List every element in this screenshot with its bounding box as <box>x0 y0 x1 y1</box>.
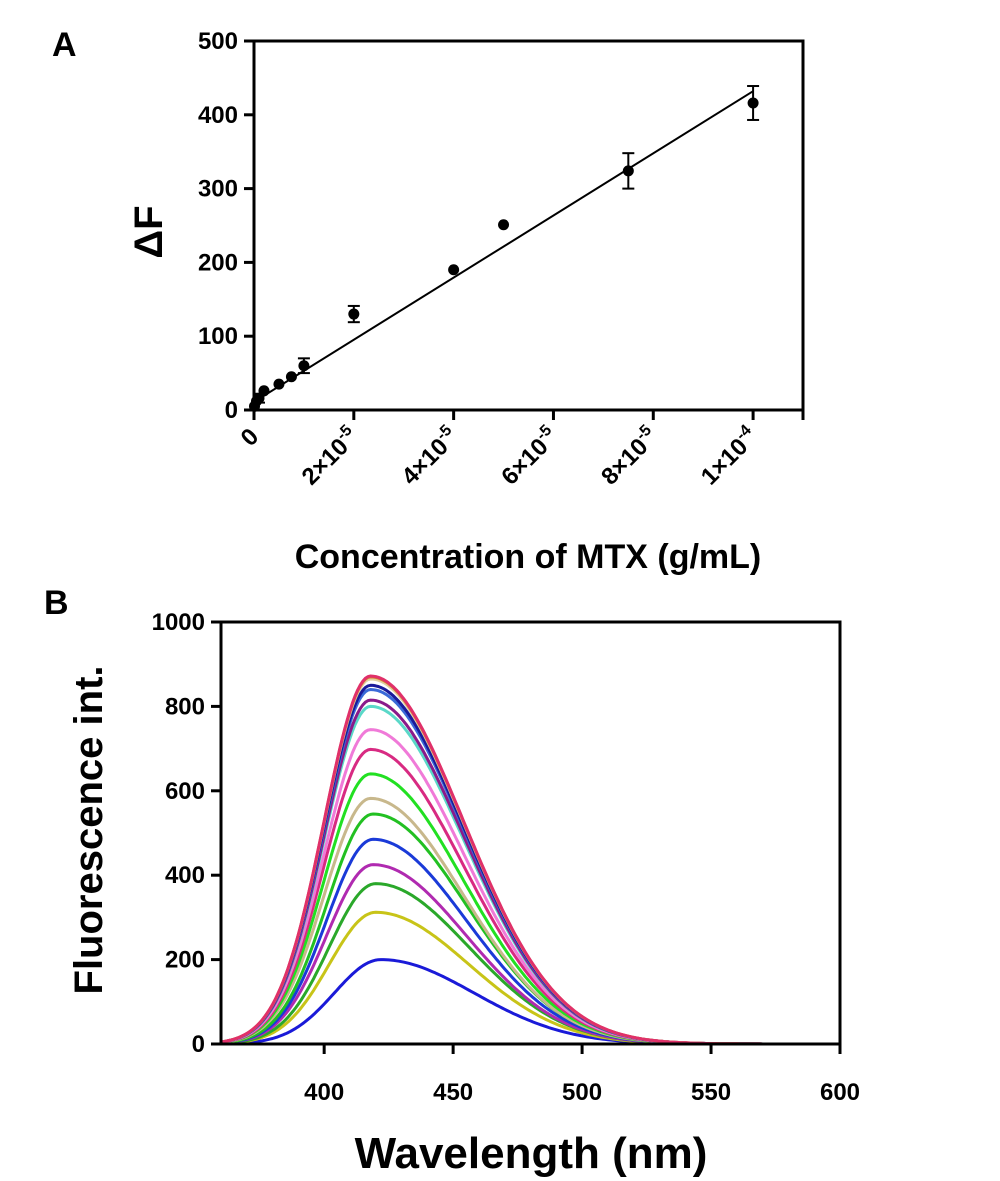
y-tick-label: 200 <box>165 947 205 974</box>
plot-frame <box>252 39 805 412</box>
x-tick-label: 6×10-5 <box>495 422 564 491</box>
data-point <box>348 308 360 320</box>
y-axis-title: Fluorescence int. <box>67 666 111 995</box>
y-tick-label: 500 <box>198 28 238 55</box>
y-tick-label: 400 <box>165 862 205 889</box>
x-tick-label: 550 <box>691 1079 731 1106</box>
y-tick-label: 1000 <box>152 609 205 636</box>
y-tick-label: 400 <box>198 102 238 129</box>
data-point <box>622 165 634 177</box>
fit-line <box>253 90 754 403</box>
y-tick-label: 0 <box>192 1031 205 1058</box>
x-tick-label: 450 <box>433 1079 473 1106</box>
x-tick-label: 2×10-5 <box>295 422 364 491</box>
panel-b-chart: 0 200 400 600 800 1000 400 450 500 550 600 Waveleng… <box>67 609 860 1178</box>
data-point <box>298 360 310 372</box>
y-axis-title: ΔF <box>127 205 171 258</box>
y-tick-label: 600 <box>165 778 205 805</box>
data-point <box>258 385 270 397</box>
y-tick-label: 800 <box>165 693 205 720</box>
data-point <box>285 371 297 383</box>
x-tick-label: 400 <box>304 1079 344 1106</box>
data-point <box>273 378 285 390</box>
y-tick-label: 0 <box>225 397 238 424</box>
y-tick-label: 300 <box>198 176 238 203</box>
data-point <box>747 97 759 109</box>
data-point <box>498 219 510 231</box>
x-tick-label: 0 <box>236 423 265 452</box>
panel-a-letter: A <box>52 26 77 64</box>
x-tick-label: 8×10-5 <box>595 422 664 491</box>
y-tick-label: 200 <box>198 249 238 276</box>
x-tick-label: 500 <box>562 1079 602 1106</box>
x-tick-label: 4×10-5 <box>395 422 464 491</box>
x-tick-label: 600 <box>820 1079 860 1106</box>
data-point <box>448 264 460 276</box>
x-axis-title: Concentration of MTX (g/mL) <box>295 538 762 576</box>
panel-a-chart: 0 100 200 300 400 500 0 2×10-5 4×10-5 6×10-5 8×10-… <box>127 28 805 576</box>
y-tick-label: 100 <box>198 323 238 350</box>
x-axis-title: Wavelength (nm) <box>355 1129 708 1178</box>
plot-frame <box>219 620 842 1046</box>
panel-b-letter: B <box>44 584 69 622</box>
x-tick-label: 1×10-4 <box>695 422 764 491</box>
